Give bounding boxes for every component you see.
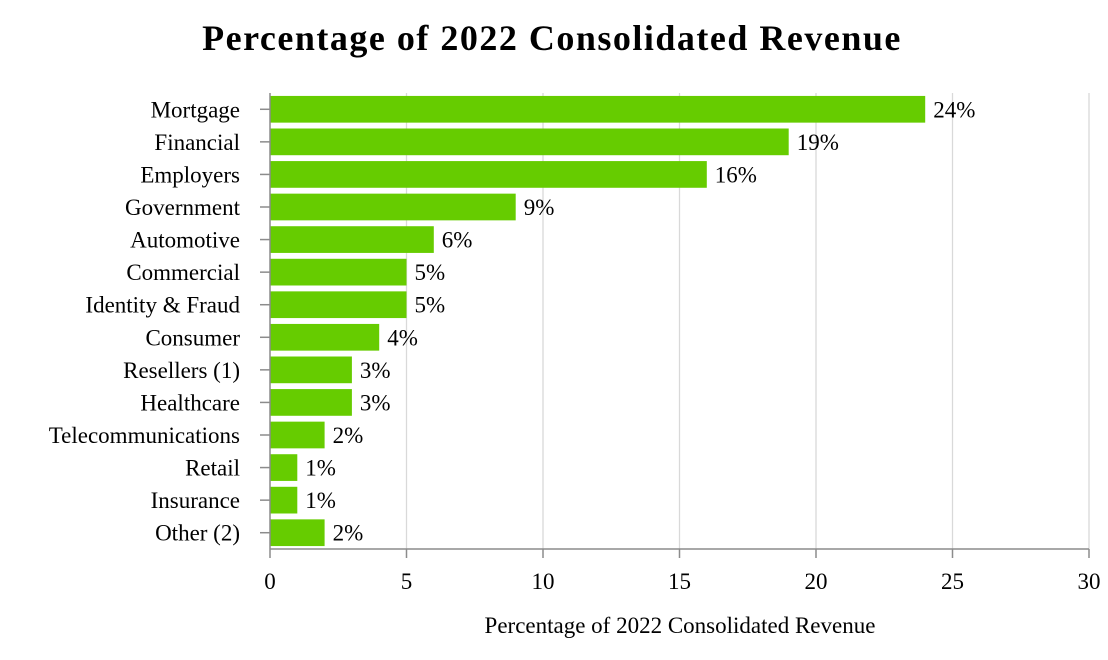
bar	[270, 128, 789, 156]
x-tick-label: 10	[532, 569, 555, 594]
category-label: Financial	[154, 130, 240, 155]
bar	[270, 389, 352, 416]
data-label: 16%	[715, 162, 757, 187]
category-label: Employers	[140, 162, 240, 187]
bar	[270, 193, 516, 221]
category-label: Identity & Fraud	[85, 293, 240, 318]
category-label: Telecommunications	[49, 423, 240, 448]
category-label: Consumer	[145, 325, 240, 350]
category-label: Government	[125, 195, 241, 220]
data-label: 1%	[305, 456, 336, 481]
category-label: Healthcare	[140, 390, 240, 415]
x-tick-label: 0	[264, 569, 276, 594]
category-label: Automotive	[130, 228, 240, 253]
data-label: 24%	[933, 97, 975, 122]
x-tick-label: 5	[401, 569, 413, 594]
data-label: 2%	[333, 521, 364, 546]
x-tick-label: 20	[805, 569, 828, 594]
data-label: 4%	[387, 325, 418, 350]
bar	[270, 421, 325, 449]
bar	[270, 454, 298, 481]
category-label: Other (2)	[155, 521, 240, 546]
bar	[270, 356, 352, 384]
category-label: Commercial	[126, 260, 240, 285]
x-tick-label: 30	[1078, 569, 1101, 594]
bar	[270, 258, 407, 286]
data-label: 9%	[524, 195, 555, 220]
category-label: Resellers (1)	[123, 358, 240, 383]
data-label: 3%	[360, 390, 391, 415]
chart-title: Percentage of 2022 Consolidated Revenue	[202, 18, 902, 58]
x-tick-label: 25	[941, 569, 964, 594]
category-label: Mortgage	[151, 97, 240, 122]
bar	[270, 486, 298, 514]
data-label: 2%	[333, 423, 364, 448]
data-label: 3%	[360, 358, 391, 383]
x-axis-title: Percentage of 2022 Consolidated Revenue	[485, 613, 876, 638]
data-label: 19%	[797, 130, 839, 155]
axes	[260, 93, 1090, 558]
category-label: Insurance	[151, 488, 240, 513]
x-tick-label: 15	[668, 569, 691, 594]
data-label: 1%	[305, 488, 336, 513]
category-label: Retail	[185, 456, 240, 481]
bar	[270, 161, 707, 188]
labels: Mortgage 24% Financial 19% Employers 16% Gover…	[49, 97, 1101, 594]
bar	[270, 291, 407, 319]
data-label: 6%	[442, 228, 473, 253]
bar	[270, 95, 926, 123]
bars	[270, 95, 926, 547]
data-label: 5%	[415, 260, 446, 285]
bar	[270, 226, 434, 253]
data-label: 5%	[415, 293, 446, 318]
bar	[270, 323, 380, 351]
bar	[270, 519, 325, 547]
